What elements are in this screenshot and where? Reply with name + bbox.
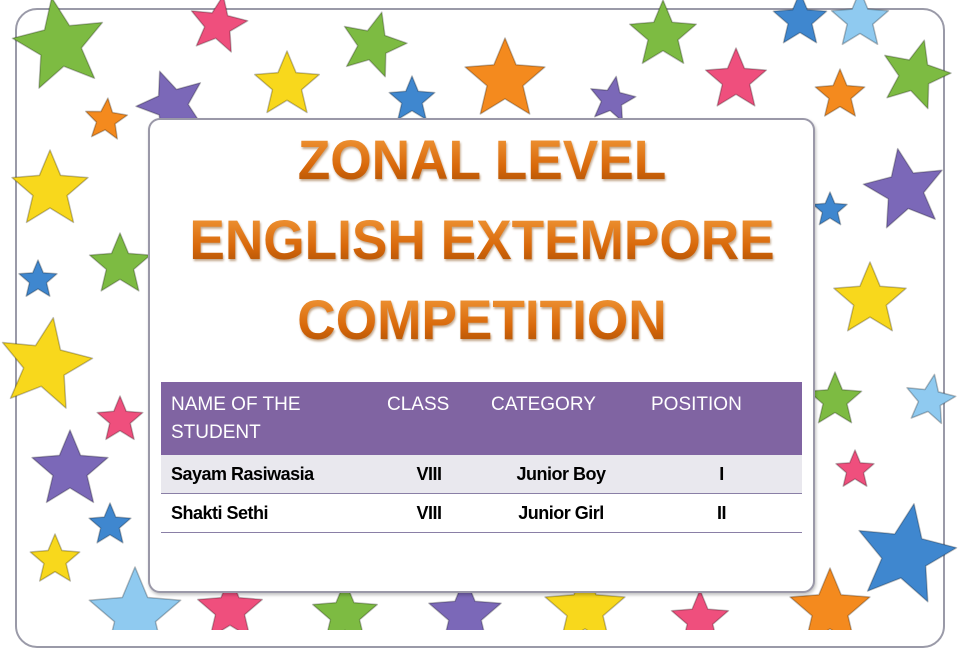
star-icon bbox=[830, 0, 890, 46]
star-icon bbox=[628, 0, 698, 65]
title-line-1: ZONAL LEVEL bbox=[297, 128, 666, 191]
content-panel: ZONAL LEVEL ENGLISH EXTEMPORE COMPETITIO… bbox=[148, 118, 815, 593]
star-icon bbox=[884, 39, 952, 110]
table-row: Shakti Sethi VIII Junior Girl II bbox=[161, 493, 802, 533]
results-table: NAME OF THE STUDENT CLASS CATEGORY POSIT… bbox=[161, 382, 802, 533]
header-position: POSITION bbox=[641, 382, 802, 455]
star-icon bbox=[1, 316, 94, 409]
star-icon bbox=[311, 580, 379, 630]
star-icon bbox=[11, 0, 104, 89]
star-icon bbox=[789, 567, 871, 630]
title-line-3: COMPETITION bbox=[296, 288, 667, 351]
star-icon bbox=[343, 11, 408, 78]
star-icon bbox=[858, 503, 958, 603]
star-icon bbox=[906, 373, 957, 425]
star-icon bbox=[590, 75, 637, 123]
cell-class: VIII bbox=[377, 493, 481, 533]
cell-class: VIII bbox=[377, 455, 481, 494]
cell-category: Junior Boy bbox=[481, 455, 641, 494]
header-name: NAME OF THE STUDENT bbox=[161, 382, 377, 455]
star-icon bbox=[253, 50, 321, 114]
cell-position: I bbox=[641, 455, 802, 494]
star-icon bbox=[428, 576, 502, 630]
star-icon bbox=[704, 47, 768, 107]
star-icon bbox=[84, 97, 129, 140]
star-icon bbox=[807, 371, 863, 424]
star-icon bbox=[814, 68, 866, 117]
cell-position: II bbox=[641, 493, 802, 533]
star-icon bbox=[18, 259, 58, 297]
star-icon bbox=[96, 395, 144, 441]
star-icon bbox=[190, 0, 249, 53]
star-icon bbox=[88, 502, 132, 544]
cell-name: Shakti Sethi bbox=[161, 493, 377, 533]
star-icon bbox=[464, 37, 546, 115]
star-icon bbox=[11, 149, 89, 224]
star-icon bbox=[31, 429, 109, 504]
star-icon bbox=[772, 0, 828, 44]
table-row: Sayam Rasiwasia VIII Junior Boy I bbox=[161, 455, 802, 494]
cell-name: Sayam Rasiwasia bbox=[161, 455, 377, 494]
header-category: CATEGORY bbox=[481, 382, 641, 455]
star-icon bbox=[544, 567, 626, 630]
header-class: CLASS bbox=[377, 382, 481, 455]
title-line-2: ENGLISH EXTEMPORE bbox=[188, 208, 775, 271]
star-icon bbox=[862, 147, 943, 229]
star-icon bbox=[29, 533, 81, 582]
star-decorations bbox=[1, 0, 958, 630]
star-icon bbox=[833, 261, 907, 332]
star-icon bbox=[835, 449, 875, 487]
star-icon bbox=[388, 75, 436, 121]
star-icon bbox=[88, 566, 182, 630]
star-icon bbox=[196, 575, 264, 630]
star-icon bbox=[670, 589, 730, 630]
table-header-row: NAME OF THE STUDENT CLASS CATEGORY POSIT… bbox=[161, 382, 802, 455]
cell-category: Junior Girl bbox=[481, 493, 641, 533]
star-icon bbox=[812, 191, 848, 226]
star-icon bbox=[88, 232, 152, 292]
